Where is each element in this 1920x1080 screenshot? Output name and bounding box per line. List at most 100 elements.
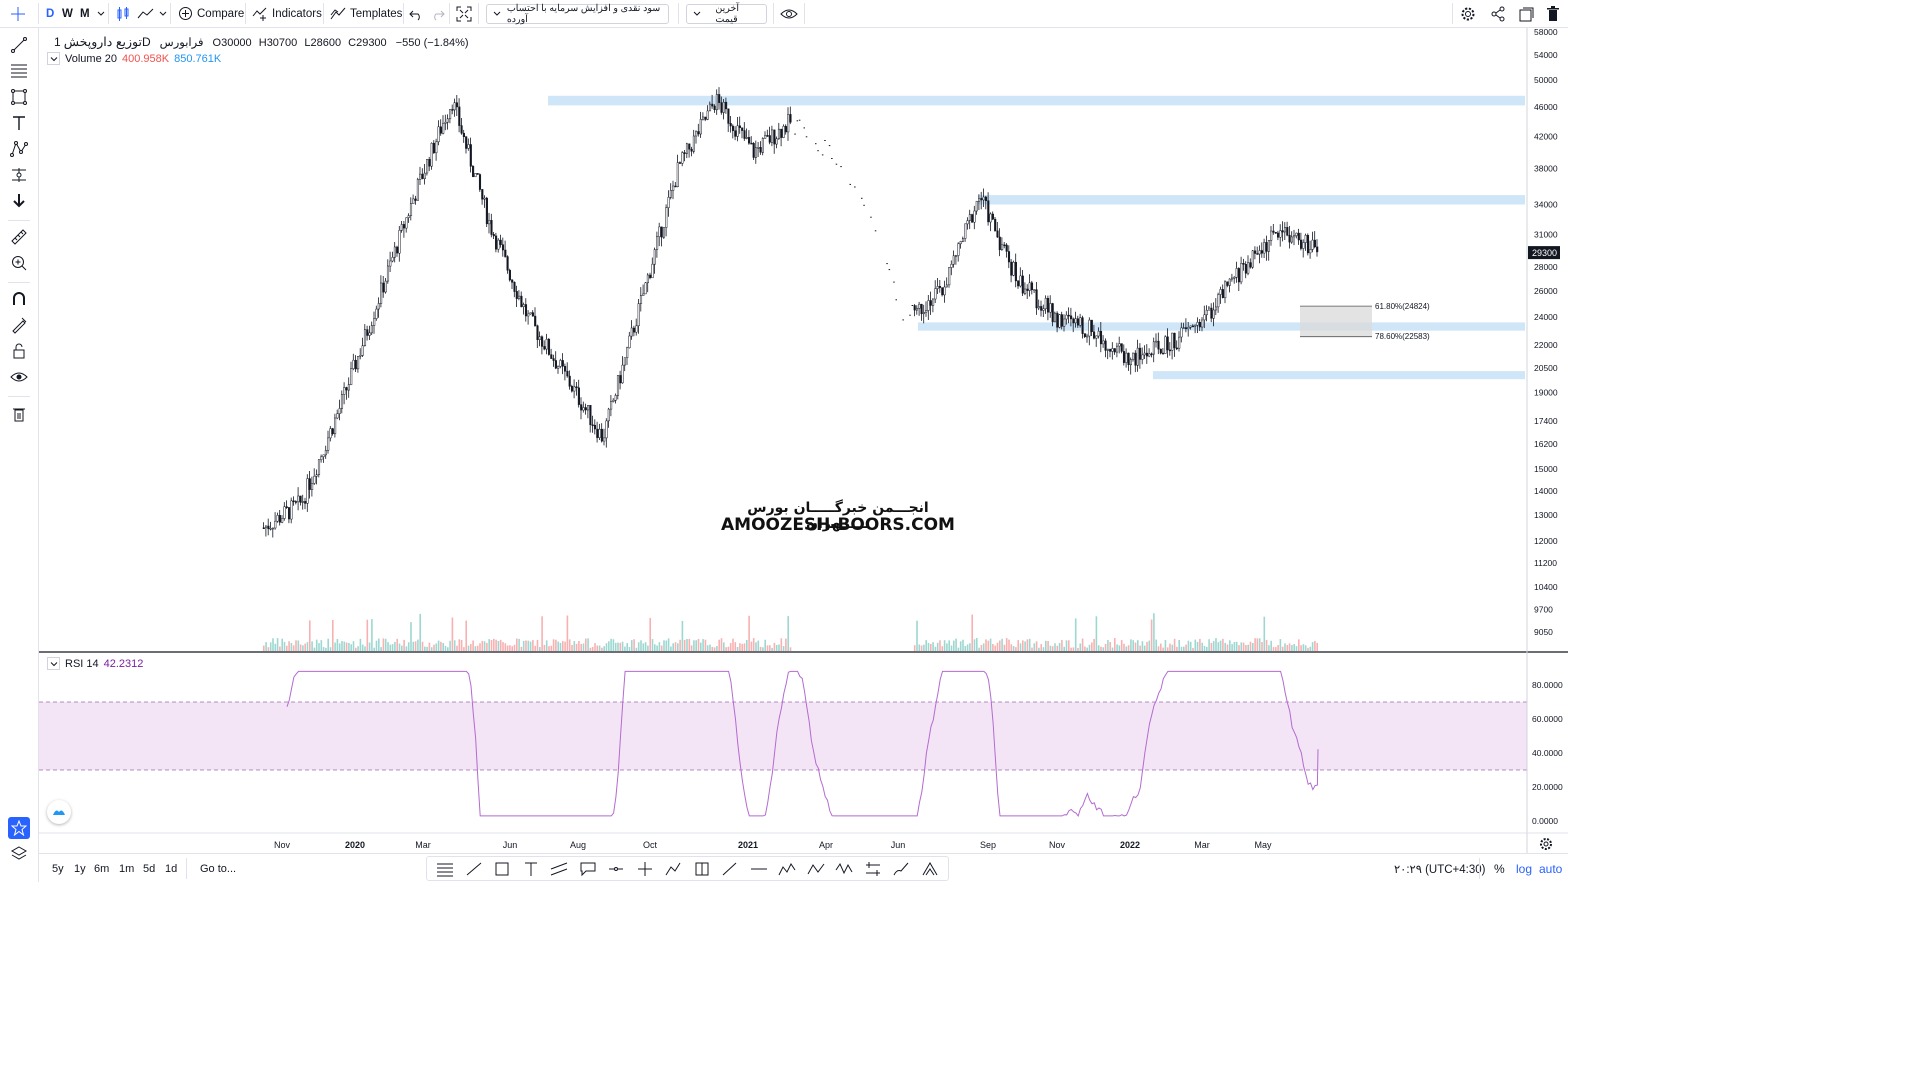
candle — [681, 152, 684, 164]
pattern-icon[interactable] — [9, 139, 29, 159]
price-chart[interactable]: 58000 54000 50000 46000 42000 38000 34000 31000… — [0, 0, 1568, 882]
xabcd-pattern-icon[interactable] — [835, 861, 853, 877]
range-5d[interactable]: 5d — [143, 862, 156, 875]
lock-icon[interactable] — [9, 341, 29, 361]
candle — [306, 478, 309, 504]
magnet-icon[interactable] — [9, 289, 29, 309]
remove-drawings-icon[interactable] — [9, 404, 29, 424]
volume-bar — [1298, 639, 1300, 651]
visibility-eye-icon[interactable] — [9, 367, 29, 387]
favorites-star-icon[interactable] — [8, 817, 30, 839]
interval-d[interactable]: D — [46, 7, 55, 20]
candle — [1162, 352, 1165, 355]
text-icon[interactable] — [522, 861, 540, 877]
arrow-down-icon[interactable] — [9, 191, 29, 211]
chevron-down-icon — [693, 11, 701, 16]
tradingview-logo-icon[interactable] — [47, 800, 71, 824]
volume-bar — [325, 647, 327, 651]
path-icon[interactable] — [664, 861, 682, 877]
candle — [1279, 230, 1282, 238]
settings-gear-icon[interactable] — [1460, 0, 1476, 27]
volume-bar — [1203, 645, 1206, 651]
axis-settings-gear-icon[interactable] — [1538, 836, 1554, 855]
adjustment-dropdown[interactable]: سود نقدی و افزایش سرمایه با احتساب آورده — [486, 0, 669, 27]
support-resistance-zone[interactable] — [548, 95, 1525, 106]
collapse-chevron-icon[interactable] — [47, 657, 60, 670]
candle — [308, 478, 311, 490]
callout-icon[interactable] — [579, 861, 597, 877]
candle — [515, 291, 518, 299]
support-resistance-zone[interactable] — [1153, 371, 1525, 380]
compare-label: Compare — [197, 7, 245, 20]
support-resistance-zone[interactable] — [918, 322, 1525, 331]
crosshair-icon[interactable] — [8, 0, 28, 27]
date-range-icon[interactable] — [864, 861, 882, 877]
volume-value-a: 400.958K — [121, 52, 170, 65]
percent-toggle[interactable]: % — [1494, 861, 1505, 876]
zoom-in-icon[interactable] — [9, 253, 29, 273]
volume-bar — [1183, 646, 1185, 651]
interval-m[interactable]: M — [80, 7, 90, 20]
candle — [350, 368, 353, 385]
auto-toggle[interactable]: auto — [1539, 861, 1563, 876]
layers-icon[interactable] — [9, 844, 29, 864]
pitchfork-icon[interactable] — [921, 861, 939, 877]
volume-bar — [953, 640, 955, 651]
horizontal-ray-icon[interactable] — [607, 861, 625, 877]
price-source-dropdown[interactable]: آخرین قیمت — [686, 0, 767, 27]
range-1d[interactable]: 1d — [165, 862, 178, 875]
clock-timezone[interactable]: ۲۰:۲۹ (UTC+4:30) — [1394, 863, 1486, 876]
brush-icon[interactable] — [892, 861, 910, 877]
range-5y[interactable]: 5y — [52, 862, 64, 875]
rectangle-icon[interactable] — [493, 861, 511, 877]
elliott-wave-icon[interactable] — [778, 861, 796, 877]
fib-zone[interactable] — [1300, 306, 1372, 337]
prediction-icon[interactable] — [9, 165, 29, 185]
volume-bar — [913, 645, 916, 651]
trend-line-icon[interactable] — [9, 35, 29, 55]
volume-bar — [1123, 643, 1125, 651]
snapshot-icon[interactable] — [1518, 0, 1534, 27]
volume-bar — [1242, 642, 1245, 651]
share-icon[interactable] — [1490, 0, 1506, 27]
range-icon[interactable] — [693, 861, 711, 877]
fullscreen-icon[interactable] — [456, 0, 472, 27]
symbol-name[interactable]: توزیع داروپخش — [63, 35, 142, 49]
range-1m[interactable]: 1m — [119, 862, 135, 875]
log-toggle[interactable]: log — [1516, 861, 1533, 876]
collapse-chevron-icon[interactable] — [47, 52, 60, 65]
draw-mode-icon[interactable] — [9, 315, 29, 335]
chevron-down-icon[interactable] — [158, 0, 168, 27]
rsi-line — [286, 670, 1319, 817]
abcd-pattern-icon[interactable] — [807, 861, 825, 877]
cross-line-icon[interactable] — [636, 861, 654, 877]
text-icon[interactable] — [9, 113, 29, 133]
range-6m[interactable]: 6m — [94, 862, 110, 875]
candles-icon[interactable] — [115, 0, 131, 27]
support-resistance-zone[interactable] — [978, 195, 1525, 205]
rectangle-icon[interactable] — [9, 87, 29, 107]
last-price-badge — [1528, 246, 1560, 260]
fib-icon[interactable] — [436, 861, 454, 877]
candle — [1164, 336, 1167, 354]
interval-w[interactable]: W — [62, 7, 73, 20]
horizontal-line-icon[interactable] — [750, 861, 768, 877]
range-1y[interactable]: 1y — [74, 862, 86, 875]
volume-bar — [603, 646, 605, 651]
trash-icon[interactable] — [1546, 0, 1560, 27]
chevron-down-icon[interactable] — [96, 0, 106, 27]
fib-retracement-icon[interactable] — [9, 61, 29, 81]
eye-icon[interactable] — [780, 0, 798, 27]
arrow-tool-icon[interactable] — [721, 861, 739, 877]
compare-button[interactable]: Compare — [178, 0, 244, 27]
goto-button[interactable]: Go to... — [200, 862, 237, 875]
redo-icon[interactable] — [431, 0, 445, 27]
channel-icon[interactable] — [550, 861, 568, 877]
ruler-icon[interactable] — [9, 227, 29, 247]
templates-button[interactable]: Templates — [330, 0, 402, 27]
undo-icon[interactable] — [409, 0, 423, 27]
candle — [685, 143, 689, 154]
line-chart-icon[interactable] — [137, 0, 155, 27]
trend-line-icon[interactable] — [465, 861, 483, 877]
indicators-button[interactable]: Indicators — [252, 0, 322, 27]
